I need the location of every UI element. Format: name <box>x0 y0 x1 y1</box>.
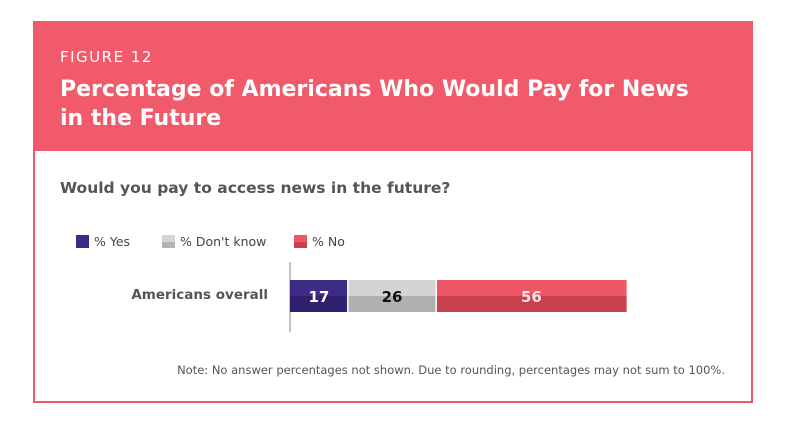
plot-area: Americans overall 17 26 56 <box>131 262 627 332</box>
figure-card: FIGURE 12 Percentage of Americans Who Wo… <box>33 21 753 403</box>
category-label: Americans overall <box>131 287 268 303</box>
legend-item-no: % No <box>294 234 345 249</box>
legend-item-don-t-know: % Don't know <box>162 234 266 249</box>
bar-segment-no: 56 <box>435 280 627 312</box>
data-label: 17 <box>308 288 329 306</box>
legend-swatch-shade <box>162 242 175 248</box>
data-label: 26 <box>382 288 403 306</box>
legend-label: % Don't know <box>180 234 266 249</box>
legend-label: % Yes <box>94 234 130 249</box>
legend-label: % No <box>312 234 345 249</box>
legend-item-yes: % Yes <box>76 234 130 249</box>
figure-header: FIGURE 12 Percentage of Americans Who Wo… <box>35 23 751 151</box>
legend-swatch <box>76 235 89 248</box>
legend-swatch-shade <box>294 242 307 248</box>
chart-title: Percentage of Americans Who Would Pay fo… <box>60 77 689 131</box>
data-label: 56 <box>521 288 542 306</box>
bar-segment-don-t-know: 26 <box>347 280 437 312</box>
legend: % Yes % Don't know % No <box>76 234 345 249</box>
chart-question: Would you pay to access news in the futu… <box>60 179 451 197</box>
bar-segment-shade <box>290 296 348 312</box>
figure-label: FIGURE 12 <box>60 48 153 66</box>
bar-segment-shade <box>436 296 627 312</box>
bar-segment-yes: 17 <box>290 280 348 312</box>
bar-segment-shade <box>347 296 437 312</box>
chart-note: Note: No answer percentages not shown. D… <box>177 363 725 377</box>
